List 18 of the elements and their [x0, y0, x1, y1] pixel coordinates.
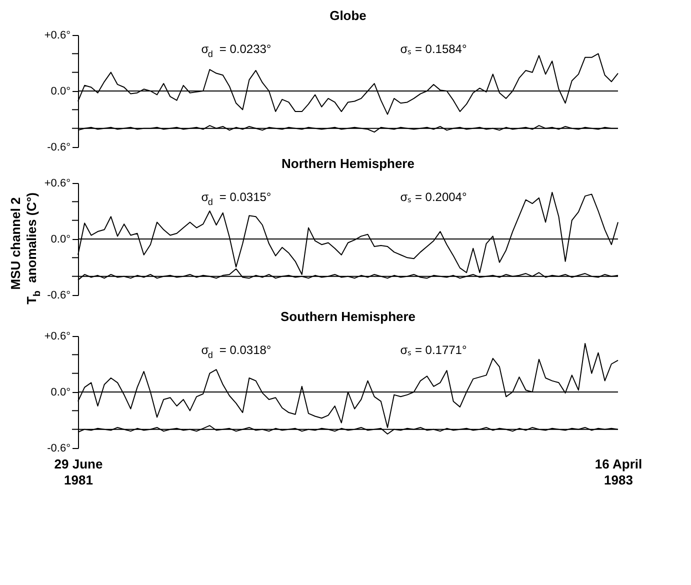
y-axis-title: MSU channel 2 Tb anomalies (C°) — [8, 192, 44, 304]
chart-title: Southern Hemisphere — [280, 309, 416, 324]
y-tick-label: -0.6° — [47, 142, 70, 154]
y-tick-label: 0.0° — [50, 386, 70, 398]
y-tick-label: +0.6° — [44, 330, 70, 342]
x-tick-label: 16 April 1983 — [594, 456, 642, 488]
y-tick-label: +0.6° — [44, 178, 70, 190]
y-tick-label: 0.0° — [50, 234, 70, 246]
annotation: σₛ = 0.2004° — [400, 190, 467, 204]
y-tick-label: +0.6° — [44, 30, 70, 42]
y-tick-label: -0.6° — [47, 290, 70, 302]
chart-title: Globe — [330, 8, 366, 23]
y-tick-label: -0.6° — [47, 442, 70, 454]
chart-title: Northern Hemisphere — [282, 156, 414, 171]
y-tick-label: 0.0° — [50, 86, 70, 98]
annotation: σₛ = 0.1584° — [400, 42, 467, 56]
x-tick-label: 29 June 1981 — [54, 456, 103, 488]
annotation: σₛ = 0.1771° — [400, 343, 467, 357]
